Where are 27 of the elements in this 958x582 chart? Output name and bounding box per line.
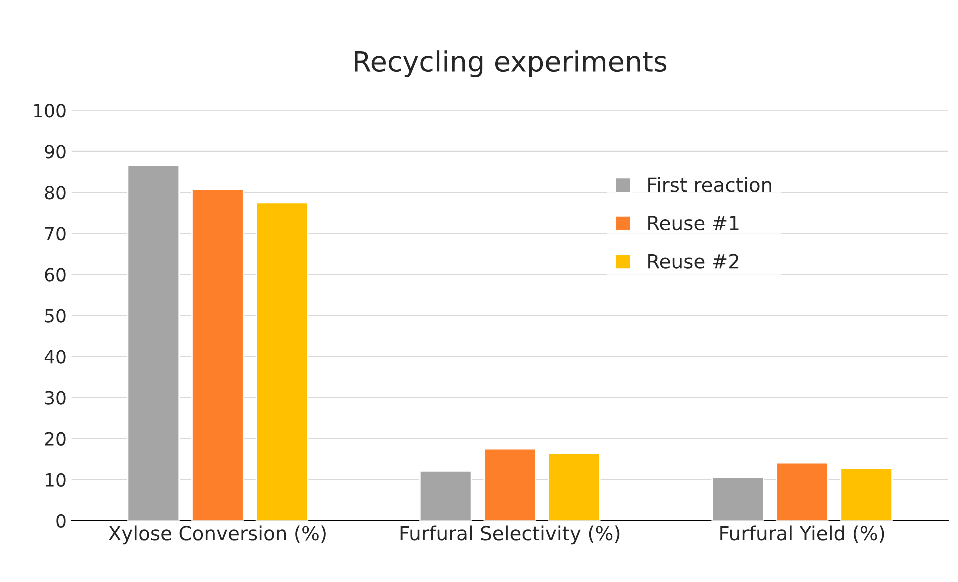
y-tick-label: 90 <box>45 145 66 159</box>
y-tick-label: 30 <box>45 391 66 405</box>
y-tick-label: 10 <box>46 473 66 487</box>
chart-title: Recycling experiments <box>355 50 667 78</box>
x-tick-label: Furfural Yield (%) <box>720 526 884 544</box>
y-tick-label: 60 <box>45 268 66 282</box>
bar <box>712 476 764 521</box>
bar <box>192 189 244 521</box>
legend-label: Reuse #1 <box>648 216 739 231</box>
legend-label: Reuse #2 <box>648 254 739 269</box>
y-tick-label: 40 <box>44 350 66 364</box>
x-tick-label: Furfural Selectivity (%) <box>400 526 620 545</box>
legend-label: First reaction <box>648 177 772 192</box>
y-tick-label: 0 <box>56 514 66 528</box>
bar <box>419 470 472 521</box>
bar <box>127 164 180 521</box>
x-tick-label: Xylose Conversion (%) <box>108 526 326 545</box>
y-tick-label: 100 <box>34 104 66 118</box>
bar <box>776 462 829 521</box>
y-tick-label: 50 <box>45 309 66 323</box>
bar <box>484 448 537 521</box>
y-tick-label: 20 <box>45 432 66 446</box>
bar <box>256 202 309 521</box>
bar <box>548 452 601 521</box>
y-tick-label: 70 <box>45 227 66 241</box>
y-tick-label: 80 <box>45 186 66 200</box>
bar <box>840 468 894 521</box>
